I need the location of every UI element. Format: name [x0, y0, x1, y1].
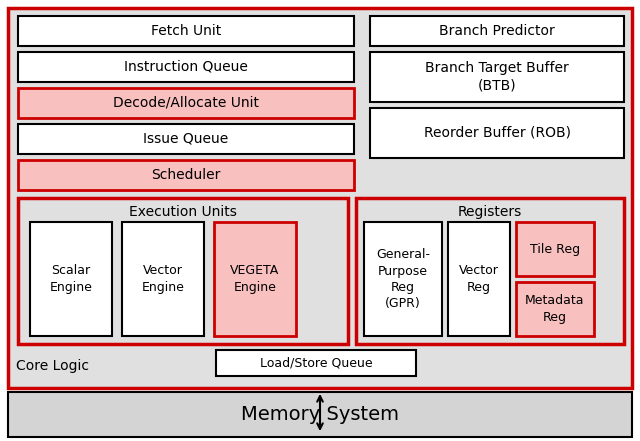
Text: Fetch Unit: Fetch Unit: [151, 24, 221, 38]
Text: Branch Predictor: Branch Predictor: [439, 24, 555, 38]
FancyBboxPatch shape: [448, 222, 510, 336]
Text: VEGETA
Engine: VEGETA Engine: [230, 265, 280, 294]
FancyBboxPatch shape: [516, 282, 594, 336]
FancyBboxPatch shape: [214, 222, 296, 336]
FancyBboxPatch shape: [8, 392, 632, 437]
FancyBboxPatch shape: [30, 222, 112, 336]
Text: Scalar
Engine: Scalar Engine: [49, 265, 92, 294]
Text: Scheduler: Scheduler: [151, 168, 221, 182]
FancyBboxPatch shape: [364, 222, 442, 336]
Text: Memory System: Memory System: [241, 405, 399, 424]
Text: Branch Target Buffer
(BTB): Branch Target Buffer (BTB): [425, 61, 569, 93]
FancyBboxPatch shape: [356, 198, 624, 344]
Text: Decode/Allocate Unit: Decode/Allocate Unit: [113, 96, 259, 110]
FancyBboxPatch shape: [18, 198, 348, 344]
FancyBboxPatch shape: [8, 8, 632, 388]
Text: Metadata
Reg: Metadata Reg: [525, 295, 585, 324]
Text: Core Logic: Core Logic: [16, 359, 89, 373]
FancyBboxPatch shape: [370, 108, 624, 158]
Text: General-
Purpose
Reg
(GPR): General- Purpose Reg (GPR): [376, 248, 430, 310]
Text: Reorder Buffer (ROB): Reorder Buffer (ROB): [424, 126, 570, 140]
Text: Vector
Reg: Vector Reg: [459, 265, 499, 294]
Text: Execution Units: Execution Units: [129, 205, 237, 219]
Text: Tile Reg: Tile Reg: [530, 243, 580, 255]
Text: Issue Queue: Issue Queue: [143, 132, 228, 146]
FancyBboxPatch shape: [18, 52, 354, 82]
FancyBboxPatch shape: [18, 88, 354, 118]
Text: Registers: Registers: [458, 205, 522, 219]
FancyBboxPatch shape: [18, 16, 354, 46]
FancyBboxPatch shape: [370, 52, 624, 102]
FancyBboxPatch shape: [18, 124, 354, 154]
Text: Instruction Queue: Instruction Queue: [124, 60, 248, 74]
FancyBboxPatch shape: [370, 16, 624, 46]
FancyBboxPatch shape: [18, 160, 354, 190]
FancyBboxPatch shape: [516, 222, 594, 276]
Text: Load/Store Queue: Load/Store Queue: [260, 356, 372, 370]
Text: Vector
Engine: Vector Engine: [141, 265, 184, 294]
FancyBboxPatch shape: [216, 350, 416, 376]
FancyBboxPatch shape: [122, 222, 204, 336]
